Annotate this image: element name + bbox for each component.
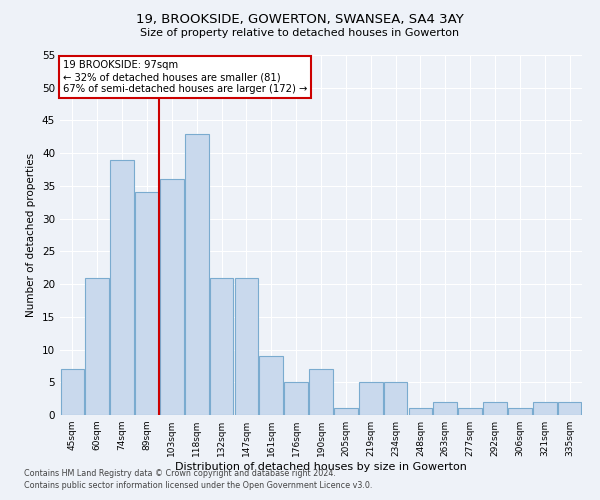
Bar	[334, 408, 358, 415]
Bar	[61, 369, 84, 415]
X-axis label: Distribution of detached houses by size in Gowerton: Distribution of detached houses by size …	[175, 462, 467, 472]
Bar	[458, 408, 482, 415]
Text: 19 BROOKSIDE: 97sqm
← 32% of detached houses are smaller (81)
67% of semi-detach: 19 BROOKSIDE: 97sqm ← 32% of detached ho…	[62, 60, 307, 94]
Bar	[409, 408, 432, 415]
Bar	[359, 382, 383, 415]
Bar	[160, 180, 184, 415]
Bar	[284, 382, 308, 415]
Text: Contains HM Land Registry data © Crown copyright and database right 2024.: Contains HM Land Registry data © Crown c…	[24, 468, 336, 477]
Bar	[533, 402, 557, 415]
Y-axis label: Number of detached properties: Number of detached properties	[26, 153, 37, 317]
Bar	[235, 278, 258, 415]
Text: Contains public sector information licensed under the Open Government Licence v3: Contains public sector information licen…	[24, 481, 373, 490]
Bar	[135, 192, 159, 415]
Bar	[558, 402, 581, 415]
Text: 19, BROOKSIDE, GOWERTON, SWANSEA, SA4 3AY: 19, BROOKSIDE, GOWERTON, SWANSEA, SA4 3A…	[136, 12, 464, 26]
Bar	[185, 134, 209, 415]
Bar	[259, 356, 283, 415]
Bar	[85, 278, 109, 415]
Bar	[309, 369, 333, 415]
Bar	[110, 160, 134, 415]
Bar	[508, 408, 532, 415]
Bar	[384, 382, 407, 415]
Text: Size of property relative to detached houses in Gowerton: Size of property relative to detached ho…	[140, 28, 460, 38]
Bar	[483, 402, 507, 415]
Bar	[433, 402, 457, 415]
Bar	[210, 278, 233, 415]
